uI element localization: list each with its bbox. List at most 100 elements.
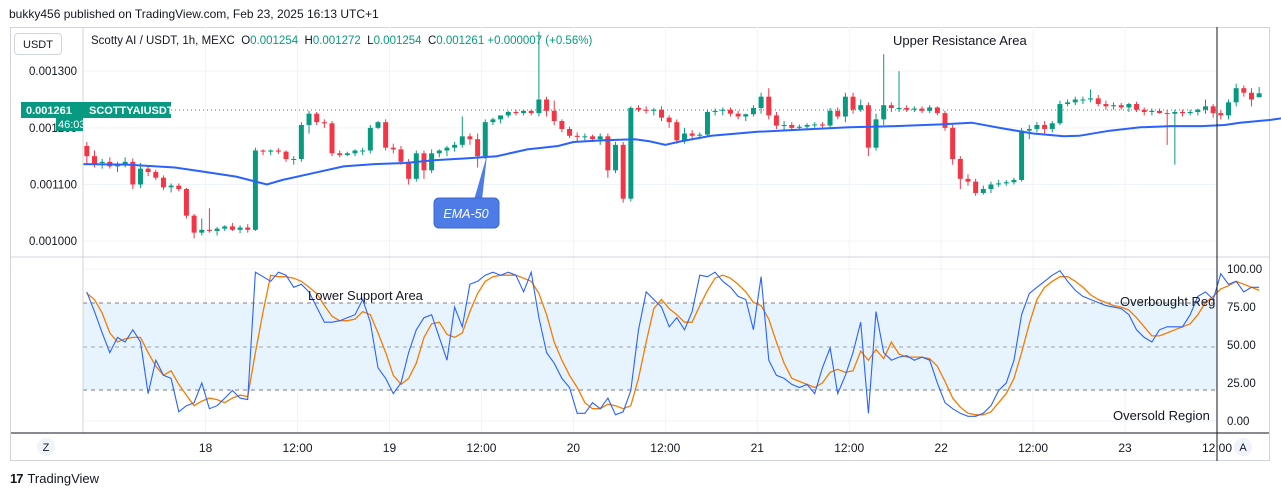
candle	[620, 142, 626, 203]
candle	[413, 150, 419, 182]
candle	[314, 111, 320, 126]
candle	[505, 110, 511, 118]
candle	[750, 105, 756, 117]
legend-c-label: C	[427, 35, 437, 47]
stoch-tick-label: 50.00	[1227, 340, 1256, 352]
ohlc-legend: Scotty AI / USDT, 1h, MEXC O0.001254 H0.…	[91, 35, 592, 47]
candle	[881, 54, 887, 126]
candle	[950, 125, 956, 165]
candle	[1157, 108, 1163, 114]
time-tick-label: 12:00	[1018, 441, 1048, 455]
candle	[544, 96, 550, 117]
candle	[1210, 104, 1216, 118]
candle	[521, 109, 527, 116]
candle	[704, 109, 710, 137]
candle	[927, 105, 933, 114]
candle	[1248, 88, 1254, 107]
candle	[835, 107, 841, 120]
candle	[245, 224, 251, 233]
candle	[1003, 179, 1009, 186]
candle	[1072, 96, 1078, 106]
candle	[842, 92, 848, 123]
candle	[375, 121, 381, 129]
chart-frame	[10, 27, 1270, 461]
legend-low: 0.001254	[373, 35, 422, 47]
a-button[interactable]: A	[1234, 438, 1252, 456]
candle	[980, 185, 986, 195]
candle	[1042, 121, 1048, 134]
ema50-line	[82, 117, 1281, 186]
currency-button[interactable]: USDT	[14, 33, 62, 55]
time-tick-label: 12:00	[466, 441, 496, 455]
candle	[1065, 99, 1071, 107]
candle	[804, 123, 810, 129]
candle	[636, 105, 641, 112]
candle	[321, 119, 327, 128]
price-tick-label: 0.001300	[29, 66, 77, 78]
legend-change: +0.000007 (+0.56%)	[487, 35, 593, 47]
time-tick-label: 20	[567, 441, 581, 455]
candle	[498, 115, 504, 124]
candle	[268, 149, 274, 156]
candle	[206, 208, 212, 233]
candle	[291, 156, 297, 165]
candle	[275, 148, 281, 154]
candle	[452, 142, 458, 152]
candle	[858, 99, 864, 112]
price-tag-price: 0.001261	[26, 105, 72, 117]
candle	[1103, 100, 1109, 110]
candle	[567, 126, 573, 139]
candle	[436, 149, 442, 158]
candle	[873, 113, 879, 151]
stoch-axis: 100.00 75.00 50.00 25.00 0.00	[1227, 264, 1262, 428]
candle	[1218, 109, 1224, 120]
candle	[1134, 101, 1140, 112]
candle	[337, 150, 343, 158]
candle	[153, 169, 159, 180]
candle	[727, 107, 733, 117]
candle	[613, 142, 619, 174]
candle	[467, 133, 473, 145]
candle	[1111, 102, 1117, 110]
candle	[1118, 102, 1124, 110]
candle	[850, 92, 856, 114]
tradingview-logo-icon: 17	[10, 471, 24, 486]
candle	[827, 108, 833, 128]
overbought-label: Overbought Reg	[1120, 294, 1215, 309]
candle	[490, 117, 496, 126]
lower-support-label: Lower Support Area	[308, 288, 424, 303]
candle	[383, 119, 389, 151]
candle	[107, 157, 113, 169]
oversold-label: Oversold Region	[1113, 408, 1210, 423]
legend-l-label: L	[367, 35, 374, 47]
price-tick-label: 0.001100	[30, 179, 77, 191]
candle	[114, 161, 120, 173]
candle	[260, 149, 266, 156]
candle	[1019, 127, 1025, 182]
brand[interactable]: 17 TradingView	[10, 471, 99, 486]
candle	[1126, 102, 1132, 112]
candle	[1095, 94, 1101, 107]
candle	[712, 108, 718, 116]
candle	[965, 174, 971, 186]
candle	[911, 106, 917, 112]
candle	[904, 105, 910, 112]
candle	[367, 125, 373, 154]
candle	[574, 132, 580, 142]
candle	[666, 115, 672, 128]
candle	[735, 110, 741, 120]
candle	[758, 92, 764, 114]
candle	[559, 119, 565, 133]
candle	[160, 175, 166, 191]
z-button[interactable]: Z	[37, 438, 55, 456]
candle	[773, 111, 779, 129]
svg-text:A: A	[1239, 442, 1247, 454]
ema-callout: EMA-50	[433, 155, 500, 229]
candle	[865, 102, 871, 157]
candle	[536, 31, 542, 117]
candle	[957, 156, 963, 190]
candle	[1180, 109, 1186, 117]
candle	[1141, 107, 1147, 116]
time-tick-label: 23	[1118, 441, 1132, 455]
